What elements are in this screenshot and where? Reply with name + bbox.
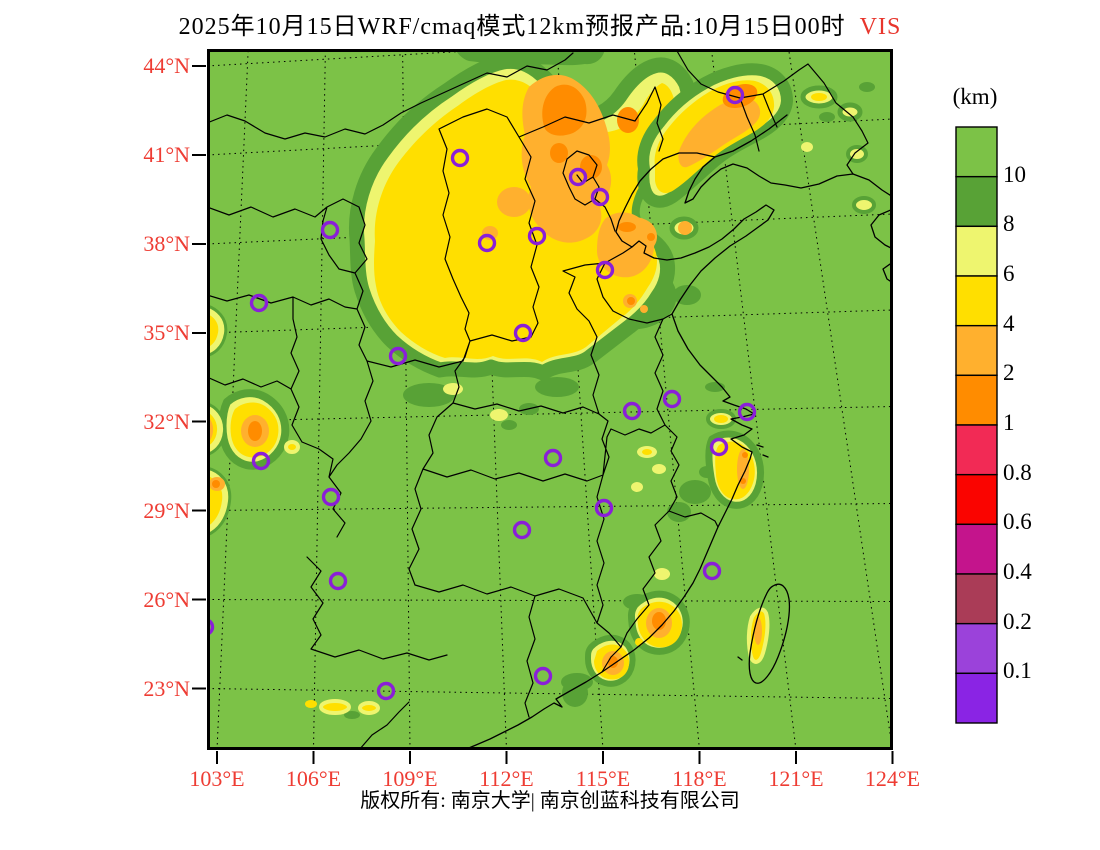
city-markers bbox=[207, 85, 757, 701]
lat-label: 41°N bbox=[143, 142, 190, 167]
legend-tick-label: 0.4 bbox=[1003, 558, 1032, 584]
grid-meridian bbox=[313, 49, 326, 750]
city-marker bbox=[590, 187, 610, 207]
city-marker bbox=[543, 448, 563, 468]
city-marker bbox=[527, 226, 547, 246]
contour-liaoning-band bbox=[637, 63, 876, 214]
legend-unit: (km) bbox=[952, 84, 998, 109]
page-title: 2025年10月15日WRF/cmaq模式12km预报产品:10月15日00时 V… bbox=[0, 6, 1080, 41]
city-marker bbox=[477, 233, 497, 253]
lat-label: 29°N bbox=[143, 497, 190, 523]
legend-tick-label: 2 bbox=[1003, 360, 1015, 386]
city-marker bbox=[320, 220, 340, 240]
lat-label: 44°N bbox=[143, 53, 190, 78]
grid-meridian bbox=[479, 49, 507, 750]
legend-tick-label: 0.2 bbox=[1003, 608, 1032, 634]
map-frame bbox=[207, 49, 893, 750]
city-marker bbox=[376, 681, 396, 701]
city-marker bbox=[725, 85, 745, 105]
contour-south-coast bbox=[585, 569, 690, 687]
grid-meridian bbox=[710, 49, 797, 750]
lon-label: 121°E bbox=[768, 766, 824, 791]
city-marker bbox=[328, 571, 348, 591]
legend-box bbox=[955, 275, 998, 327]
legend-box bbox=[955, 622, 998, 675]
coastline bbox=[463, 114, 893, 750]
legend-box bbox=[955, 573, 998, 625]
legend-box bbox=[955, 473, 998, 526]
legend-box bbox=[955, 175, 998, 228]
forecast-map bbox=[207, 49, 893, 750]
legend-tick-label: 0.6 bbox=[1003, 509, 1032, 535]
lon-label: 106°E bbox=[285, 766, 342, 791]
city-marker bbox=[388, 346, 408, 366]
lon-label: 118°E bbox=[672, 766, 727, 791]
lat-label: 35°N bbox=[143, 320, 190, 345]
legend-tick-label: 8 bbox=[1003, 211, 1015, 237]
legend-box bbox=[955, 424, 998, 476]
city-marker bbox=[513, 323, 533, 343]
lat-label: 26°N bbox=[143, 586, 190, 612]
title-text: 2025年10月15日WRF/cmaq模式12km预报产品:10月15日00时 bbox=[178, 14, 846, 40]
copyright-footer: 版权所有: 南京大学| 南京创蓝科技有限公司 bbox=[360, 790, 740, 812]
legend-tick-label: 0.1 bbox=[1003, 658, 1032, 684]
city-marker bbox=[568, 167, 588, 187]
city-marker bbox=[709, 437, 729, 457]
city-marker bbox=[595, 260, 615, 280]
legend-tick-label: 6 bbox=[1003, 260, 1015, 286]
lat-label: 32°N bbox=[143, 408, 190, 434]
lon-label: 109°E bbox=[382, 766, 438, 791]
legend-tick-label: 10 bbox=[1003, 161, 1026, 187]
legend-box bbox=[955, 672, 998, 724]
city-marker bbox=[207, 618, 215, 636]
lat-label: 38°N bbox=[143, 231, 190, 256]
contour-sichuan-basin bbox=[218, 389, 300, 470]
grid-meridian bbox=[216, 49, 249, 750]
city-marker bbox=[321, 487, 341, 507]
contour-southwest-spots bbox=[305, 699, 380, 715]
title-variable-tag: VIS bbox=[859, 14, 902, 40]
lon-label: 124°E bbox=[864, 766, 921, 791]
city-marker bbox=[249, 293, 269, 313]
legend-box bbox=[955, 324, 998, 377]
city-marker bbox=[594, 498, 614, 518]
lon-label: 103°E bbox=[189, 766, 245, 791]
city-marker bbox=[533, 666, 553, 686]
grid-meridian bbox=[633, 49, 700, 750]
legend-tick-label: 4 bbox=[1003, 310, 1015, 336]
city-marker bbox=[662, 389, 682, 409]
city-marker bbox=[737, 402, 757, 422]
legend-box bbox=[955, 523, 998, 575]
legend-tick-label: 1 bbox=[1003, 409, 1015, 435]
city-marker bbox=[622, 401, 642, 421]
contour-zhejiang-coast bbox=[705, 430, 765, 509]
city-marker bbox=[702, 561, 722, 581]
city-marker bbox=[512, 520, 532, 540]
city-marker bbox=[450, 148, 470, 168]
lon-label: 115°E bbox=[575, 766, 631, 791]
legend-box bbox=[955, 126, 998, 178]
legend-box bbox=[955, 225, 998, 277]
contour-taiwan-strip bbox=[746, 607, 770, 664]
lat-label: 23°N bbox=[143, 675, 190, 701]
lon-label: 112°E bbox=[479, 766, 534, 791]
legend-tick-label: 0.8 bbox=[1003, 459, 1032, 485]
city-marker bbox=[251, 451, 271, 471]
legend-box bbox=[955, 374, 998, 426]
